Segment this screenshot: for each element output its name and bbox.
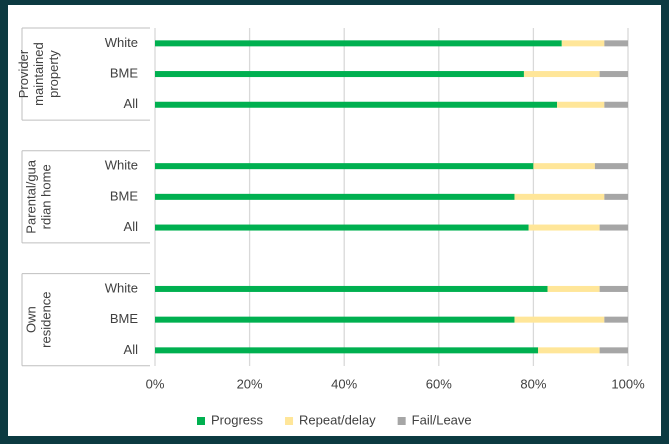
y-tick-label: BME [110, 65, 139, 80]
bar-segment [599, 224, 628, 231]
y-tick-label: White [105, 158, 138, 173]
bar-segment [155, 193, 515, 200]
group-label-line: residence [39, 291, 54, 347]
y-tick-label: All [124, 342, 139, 357]
y-tick-label: White [105, 35, 138, 50]
x-tick-label: 40% [331, 376, 357, 391]
x-tick-label: 80% [520, 376, 546, 391]
bar-segment [523, 71, 600, 78]
group-label: Ownresidence [24, 291, 54, 347]
bar-segment [155, 224, 529, 231]
bar-segment [599, 285, 628, 292]
bar-segment [594, 163, 628, 170]
y-tick-label: White [105, 280, 138, 295]
bar-segment [514, 316, 605, 323]
legend-label: Fail/Leave [412, 412, 472, 427]
bar-segment [599, 71, 628, 78]
bar-segment [599, 347, 628, 354]
group-label-line: Provider [16, 49, 31, 98]
bar-segment [561, 40, 605, 47]
legend-swatch [197, 417, 205, 425]
bar-segment [528, 224, 600, 231]
group-label: Providermaintainedproperty [16, 42, 61, 106]
group-label-line: Parental/gua [24, 159, 39, 233]
legend-label: Repeat/delay [299, 412, 376, 427]
bar-segment [538, 347, 600, 354]
group-label-line: property [46, 50, 61, 98]
y-tick-label: BME [110, 188, 139, 203]
bar-segment [604, 193, 628, 200]
chart-background [8, 5, 661, 436]
group-label-line: maintained [31, 42, 46, 106]
bar-segment [155, 347, 539, 354]
bar-segment [547, 285, 600, 292]
y-tick-label: BME [110, 311, 139, 326]
bar-segment [155, 71, 524, 78]
bar-segment [533, 163, 595, 170]
bar-segment [557, 101, 605, 108]
x-tick-label: 60% [426, 376, 452, 391]
y-tick-label: All [124, 96, 139, 111]
bar-segment [155, 285, 548, 292]
x-tick-label: 20% [237, 376, 263, 391]
group-label-line: Own [24, 306, 39, 333]
bar-segment [155, 163, 534, 170]
bar-segment [155, 40, 562, 47]
bar-segment [514, 193, 605, 200]
bar-segment [155, 316, 515, 323]
group-label: Parental/guardian home [24, 159, 54, 233]
x-tick-label: 0% [146, 376, 165, 391]
bar-segment [604, 316, 628, 323]
legend-swatch [285, 417, 294, 425]
bar-segment [155, 101, 558, 108]
x-tick-label: 100% [611, 376, 645, 391]
y-tick-label: All [124, 219, 139, 234]
group-label-line: rdian home [39, 164, 54, 229]
legend-swatch [397, 417, 406, 425]
bar-segment [604, 101, 628, 108]
bar-segment [604, 40, 628, 47]
legend-label: Progress [211, 412, 264, 427]
